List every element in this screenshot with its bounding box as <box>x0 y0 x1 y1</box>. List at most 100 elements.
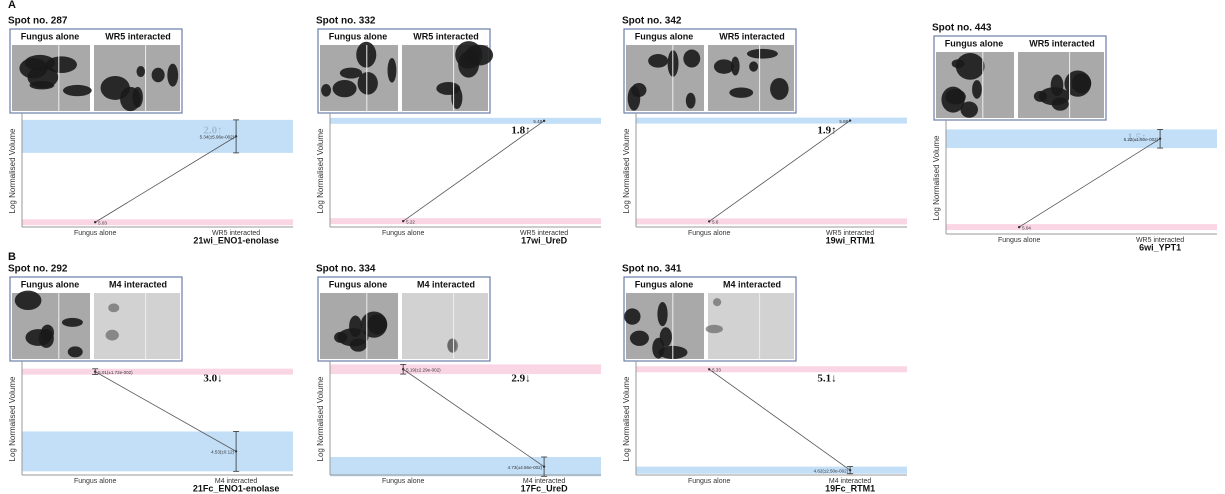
spot-title: Spot no. 332 <box>316 16 376 27</box>
gel-spot <box>167 63 179 87</box>
gel-spot <box>659 327 672 347</box>
x-tick-label: Fungus alone <box>74 230 117 237</box>
fold-change: 1.8↑ <box>511 125 530 137</box>
value-band <box>330 364 601 375</box>
protein-name: 19wi_RTM1 <box>826 235 875 245</box>
gel-spot <box>447 338 457 353</box>
gel-spot <box>356 41 377 68</box>
value-label: 5.19(±2.29e-002) <box>406 367 441 372</box>
gel-spot <box>136 65 145 78</box>
value-band <box>946 129 1217 149</box>
value-band <box>946 224 1217 231</box>
image-label: Fungus alone <box>635 279 694 289</box>
x-tick-label: Fungus alone <box>74 478 117 485</box>
point <box>707 368 711 371</box>
gel-spot <box>624 308 641 325</box>
value-band <box>636 218 907 225</box>
x-tick-label: M4 interacted <box>829 478 872 485</box>
image-label: M4 interacted <box>417 279 475 289</box>
gel-spot <box>455 41 483 69</box>
gel-spot <box>683 49 701 68</box>
gel-spot <box>1038 87 1070 106</box>
point <box>401 368 405 371</box>
x-tick-label: WR5 interacted <box>520 230 568 237</box>
image-label: Fungus alone <box>635 31 694 41</box>
spot-title: Spot no. 342 <box>622 16 682 27</box>
image-label: WR5 interacted <box>1029 38 1095 48</box>
line <box>94 371 237 452</box>
gel-spot <box>705 324 723 334</box>
gel-spot <box>972 80 982 99</box>
protein-name: 17Fc_UreD <box>521 483 569 493</box>
value-label: 4.73(±4.56e-002) <box>508 465 543 470</box>
spot-title: Spot no. 287 <box>8 16 68 27</box>
image-label: WR5 interacted <box>719 31 785 41</box>
value-label: 5.04 <box>1022 225 1031 230</box>
gel-spot <box>955 52 985 80</box>
point <box>1158 137 1162 140</box>
x-tick-label: WR5 interacted <box>212 230 260 237</box>
value-band <box>330 218 601 225</box>
gel-image <box>708 293 794 359</box>
value-label: 5.6 <box>712 220 719 225</box>
gel-spot <box>151 67 165 83</box>
point <box>401 219 405 223</box>
gel-spot <box>334 331 348 343</box>
line <box>708 120 851 222</box>
gel-spot <box>629 330 649 346</box>
line <box>708 368 851 471</box>
gel-spot <box>1071 73 1092 94</box>
protein-name: 21wi_ENO1-enolase <box>193 235 279 245</box>
y-axis-label: Log Normalised Volume <box>316 128 325 213</box>
point <box>234 450 238 453</box>
point <box>93 221 97 224</box>
value-label: 5.01(±1.72e-002) <box>98 370 133 375</box>
gel-spot <box>749 61 759 72</box>
value-band <box>636 466 907 474</box>
value-band <box>636 366 907 373</box>
x-tick-label: Fungus alone <box>382 230 425 237</box>
gel-spot <box>746 48 778 59</box>
gel-image <box>402 293 488 359</box>
spot-title: Spot no. 334 <box>316 264 376 275</box>
gel-spot <box>770 77 789 100</box>
value-label: 4.53(±0.12) <box>211 450 234 455</box>
protein-name: 19Fc_RTM1 <box>825 483 875 493</box>
image-label: Fungus alone <box>21 279 80 289</box>
point <box>542 465 546 468</box>
gel-spot <box>436 81 461 95</box>
gel-spot <box>337 328 369 347</box>
x-tick-label: WR5 interacted <box>1136 237 1184 244</box>
gel-spot <box>713 59 734 74</box>
gel-spot <box>332 79 357 98</box>
gel-spot <box>19 58 48 79</box>
line <box>402 368 545 467</box>
gel-spot <box>627 85 641 111</box>
value-label: 5.34(±5.96e-002) <box>200 135 235 140</box>
value-label: 5.22 <box>406 219 415 224</box>
image-label: M4 interacted <box>723 279 781 289</box>
image-label: WR5 interacted <box>105 31 171 41</box>
value-band <box>22 119 293 153</box>
protein-name: 17wi_UreD <box>521 235 568 245</box>
gel-spot <box>25 329 52 346</box>
value-label: 5.33 <box>712 367 721 372</box>
gel-spot <box>945 89 966 105</box>
gel-spot <box>685 92 696 109</box>
point <box>542 119 546 123</box>
protein-name: 21Fc_ENO1-enolase <box>193 483 280 493</box>
panel-label: B <box>8 251 16 263</box>
gel-spot <box>387 57 397 83</box>
image-label: Fungus alone <box>329 279 388 289</box>
value-label: 5.22(±1.90e-002) <box>1124 137 1159 142</box>
value-band <box>330 456 601 477</box>
fold-change: 5.1↓ <box>817 373 836 385</box>
value-label: 5.48 <box>533 119 542 124</box>
image-label: WR5 interacted <box>413 31 479 41</box>
image-label: Fungus alone <box>945 38 1004 48</box>
gel-spot <box>729 87 754 98</box>
gel-spot <box>108 303 120 313</box>
gel-spot <box>105 329 119 341</box>
point <box>848 468 852 472</box>
gel-spot <box>67 346 83 358</box>
